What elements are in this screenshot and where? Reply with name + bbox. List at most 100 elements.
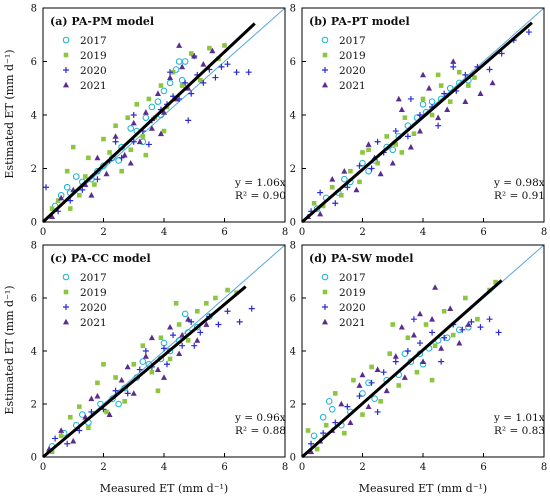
data-point [342, 430, 347, 436]
data-point [429, 329, 436, 336]
y-tick-label: 4 [31, 347, 37, 358]
data-point [198, 77, 203, 83]
data-point [493, 279, 498, 285]
data-point [79, 186, 86, 193]
data-point [127, 159, 134, 166]
data-point [328, 406, 336, 413]
data-point [396, 383, 402, 388]
data-point [410, 316, 417, 323]
data-point [416, 310, 423, 317]
data-point [401, 350, 409, 357]
x-tick-label: 0 [40, 227, 46, 238]
data-point [314, 446, 320, 452]
data-point [176, 322, 182, 327]
data-point [112, 387, 119, 394]
data-point [380, 369, 387, 376]
data-point [88, 395, 95, 402]
data-point [182, 79, 189, 86]
data-point [209, 47, 216, 54]
data-point [432, 343, 438, 348]
data-point [426, 85, 433, 91]
data-point [193, 323, 201, 331]
data-point [447, 305, 454, 311]
data-point [414, 369, 420, 375]
data-point [94, 154, 101, 161]
x-tick-label: 4 [420, 227, 426, 238]
data-point [170, 332, 177, 339]
data-point [435, 122, 442, 129]
data-point [194, 337, 201, 343]
data-point [83, 174, 88, 179]
data-point [63, 183, 71, 191]
y-tick-label: 0 [290, 453, 296, 464]
r-squared-label: R² = 0.91 [494, 190, 545, 202]
data-point [308, 448, 315, 455]
data-point [435, 72, 441, 78]
data-point [173, 301, 179, 306]
data-point [124, 390, 131, 397]
data-point [101, 361, 106, 367]
legend-marker [62, 36, 70, 44]
data-point [398, 106, 405, 113]
y-axis-title-bottom: Estimated ET (mm d⁻¹) [3, 285, 16, 414]
data-point [341, 167, 348, 174]
data-point [407, 95, 414, 102]
x-tick-label: 4 [161, 462, 167, 473]
y-tick-label: 8 [290, 241, 296, 252]
data-point [441, 334, 448, 341]
y-tick-label: 6 [290, 294, 296, 305]
data-point [130, 112, 137, 118]
data-point [438, 358, 445, 365]
legend-label: 2021 [339, 317, 366, 329]
data-point [420, 71, 426, 78]
x-tick-label: 6 [221, 462, 227, 473]
data-point [347, 419, 354, 425]
data-point [136, 366, 143, 373]
data-point [332, 200, 339, 207]
data-point [58, 194, 65, 201]
data-point [179, 83, 185, 88]
data-point [203, 321, 210, 327]
data-point [416, 127, 423, 134]
data-point [393, 142, 399, 147]
data-point [410, 331, 417, 338]
data-point [357, 179, 362, 185]
data-point [369, 364, 374, 370]
data-point [115, 157, 122, 164]
legend-label: 2019 [80, 287, 107, 299]
legend-marker [322, 318, 328, 325]
legend-marker [63, 318, 69, 325]
y-axis-title-top: Estimated ET (mm d⁻¹) [3, 49, 16, 178]
regression-equation: y = 0.98x [493, 177, 545, 189]
data-point [167, 356, 173, 362]
data-point [188, 90, 195, 97]
regression-equation: y = 1.06x [234, 177, 286, 189]
legend-marker [321, 273, 329, 281]
data-point [43, 184, 50, 191]
data-point [167, 74, 174, 80]
data-point [113, 375, 118, 380]
data-point [378, 399, 383, 404]
data-point [404, 348, 411, 354]
data-point [323, 422, 329, 428]
data-point [172, 66, 180, 73]
data-point [166, 79, 174, 87]
data-point [311, 200, 317, 206]
data-point [435, 114, 442, 121]
x-tick-label: 6 [221, 227, 227, 238]
x-tick-label: 2 [100, 227, 106, 238]
data-point [305, 428, 311, 433]
y-tick-label: 2 [290, 164, 296, 175]
data-point [215, 321, 222, 328]
data-point [160, 87, 168, 95]
data-point [356, 393, 363, 400]
data-point [374, 366, 381, 372]
data-point [181, 310, 189, 318]
data-point [404, 133, 411, 140]
y-tick-label: 0 [31, 218, 37, 229]
data-point [185, 117, 192, 124]
data-point [109, 395, 116, 403]
data-point [167, 69, 174, 76]
data-point [191, 52, 198, 59]
